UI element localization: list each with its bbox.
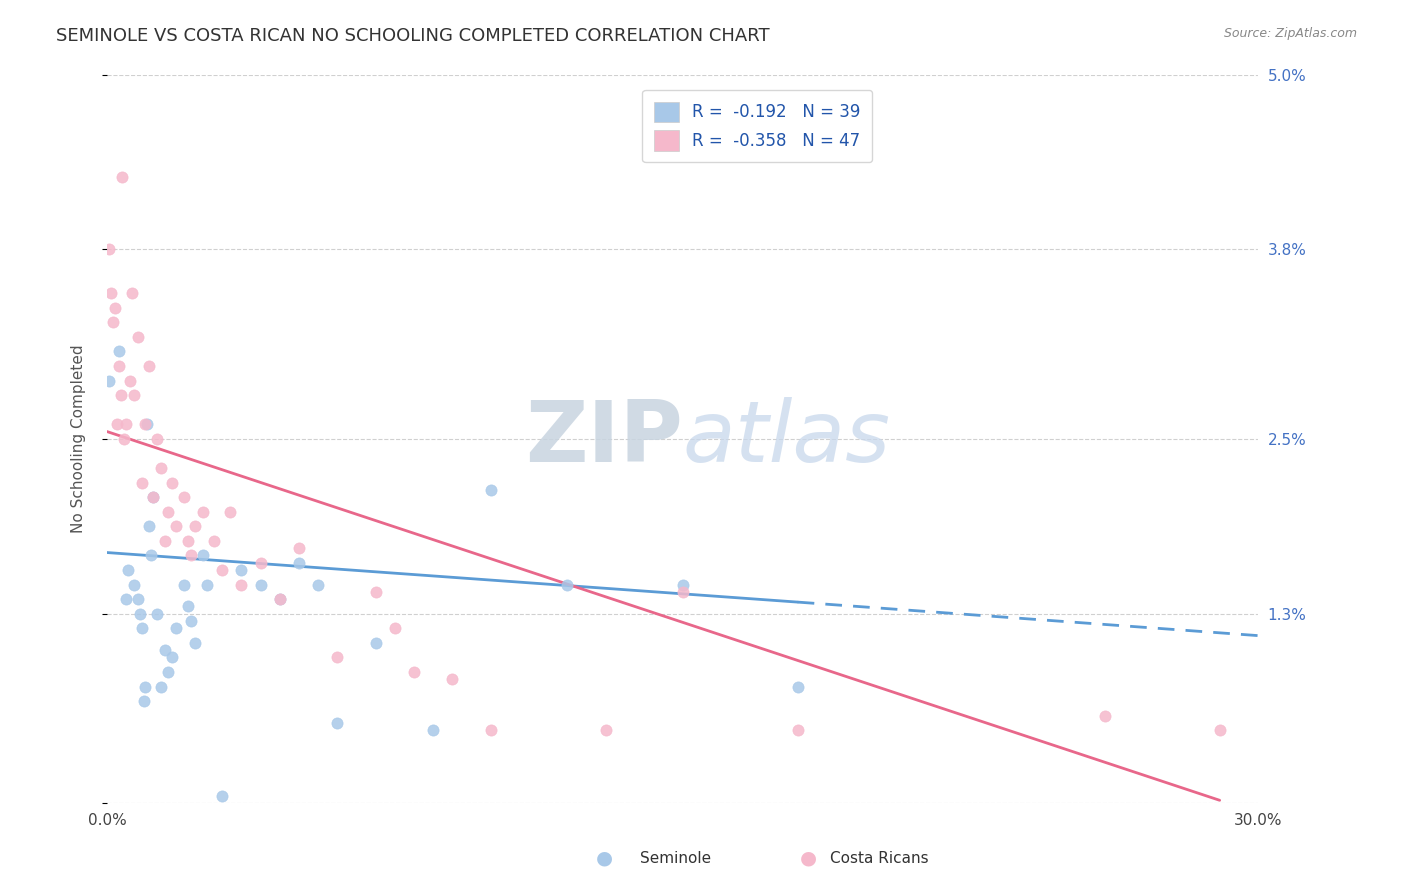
Point bbox=[122, 388, 145, 402]
Point bbox=[112, 432, 135, 446]
Point bbox=[191, 549, 214, 563]
Point bbox=[134, 417, 156, 432]
Point bbox=[136, 417, 159, 432]
Point bbox=[98, 243, 121, 257]
Point bbox=[107, 359, 129, 373]
Point bbox=[204, 533, 226, 548]
Point bbox=[127, 330, 149, 344]
Point bbox=[184, 519, 207, 533]
Point bbox=[131, 621, 153, 635]
Point bbox=[138, 359, 160, 373]
Point bbox=[98, 374, 121, 388]
Point bbox=[195, 577, 218, 591]
Point bbox=[479, 483, 502, 497]
Point bbox=[162, 475, 184, 490]
Point bbox=[146, 607, 169, 621]
Point bbox=[142, 490, 165, 504]
Point bbox=[157, 505, 180, 519]
Point bbox=[153, 643, 176, 657]
Point bbox=[153, 533, 176, 548]
Point bbox=[100, 286, 122, 301]
Point bbox=[441, 673, 464, 687]
Point bbox=[288, 541, 311, 556]
Legend: R =  -0.192   N = 39, R =  -0.358   N = 47: R = -0.192 N = 39, R = -0.358 N = 47 bbox=[643, 90, 872, 162]
Point bbox=[402, 665, 425, 679]
Point bbox=[111, 169, 134, 184]
Point bbox=[180, 549, 202, 563]
Point bbox=[138, 519, 160, 533]
Point bbox=[149, 680, 172, 694]
Point bbox=[157, 665, 180, 679]
Point bbox=[595, 723, 617, 738]
Point bbox=[364, 585, 387, 599]
Point bbox=[269, 592, 291, 607]
Text: SEMINOLE VS COSTA RICAN NO SCHOOLING COMPLETED CORRELATION CHART: SEMINOLE VS COSTA RICAN NO SCHOOLING COM… bbox=[56, 27, 770, 45]
Point bbox=[146, 432, 169, 446]
Point bbox=[249, 556, 271, 570]
Point bbox=[117, 563, 139, 577]
Point bbox=[671, 577, 693, 591]
Point bbox=[101, 315, 124, 329]
Point bbox=[173, 577, 195, 591]
Point bbox=[384, 621, 406, 635]
Point bbox=[173, 490, 195, 504]
Point bbox=[479, 723, 502, 738]
Point bbox=[107, 344, 129, 359]
Point bbox=[162, 650, 184, 665]
Point bbox=[422, 723, 444, 738]
Point bbox=[105, 417, 128, 432]
Point bbox=[184, 636, 207, 650]
Point bbox=[191, 505, 214, 519]
Point bbox=[307, 577, 329, 591]
Point bbox=[120, 374, 142, 388]
Point bbox=[326, 716, 349, 731]
Point bbox=[134, 680, 156, 694]
Point bbox=[786, 723, 808, 738]
Point bbox=[176, 599, 198, 614]
Point bbox=[121, 286, 143, 301]
Point bbox=[165, 621, 187, 635]
Point bbox=[211, 563, 233, 577]
Point bbox=[142, 490, 165, 504]
Text: atlas: atlas bbox=[682, 397, 890, 481]
Point bbox=[557, 577, 579, 591]
Point bbox=[141, 549, 163, 563]
Point bbox=[211, 789, 233, 803]
Text: Source: ZipAtlas.com: Source: ZipAtlas.com bbox=[1223, 27, 1357, 40]
Point bbox=[122, 577, 145, 591]
Point bbox=[1208, 723, 1230, 738]
Point bbox=[110, 388, 132, 402]
Point bbox=[165, 519, 187, 533]
Point bbox=[269, 592, 291, 607]
Point bbox=[132, 694, 155, 708]
Point bbox=[180, 614, 202, 628]
Point bbox=[288, 556, 311, 570]
Y-axis label: No Schooling Completed: No Schooling Completed bbox=[72, 344, 86, 533]
Point bbox=[149, 461, 172, 475]
Text: ●: ● bbox=[800, 848, 817, 868]
Text: ●: ● bbox=[596, 848, 613, 868]
Point bbox=[326, 650, 349, 665]
Point bbox=[786, 680, 808, 694]
Point bbox=[176, 533, 198, 548]
Point bbox=[115, 417, 138, 432]
Point bbox=[249, 577, 271, 591]
Point bbox=[127, 592, 149, 607]
Point bbox=[128, 607, 150, 621]
Point bbox=[218, 505, 240, 519]
Point bbox=[115, 592, 138, 607]
Text: Costa Ricans: Costa Ricans bbox=[830, 851, 928, 865]
Point bbox=[671, 585, 693, 599]
Point bbox=[1094, 708, 1116, 723]
Point bbox=[364, 636, 387, 650]
Point bbox=[104, 301, 127, 315]
Text: Seminole: Seminole bbox=[640, 851, 711, 865]
Point bbox=[231, 577, 253, 591]
Point bbox=[131, 475, 153, 490]
Text: ZIP: ZIP bbox=[524, 397, 682, 481]
Point bbox=[231, 563, 253, 577]
